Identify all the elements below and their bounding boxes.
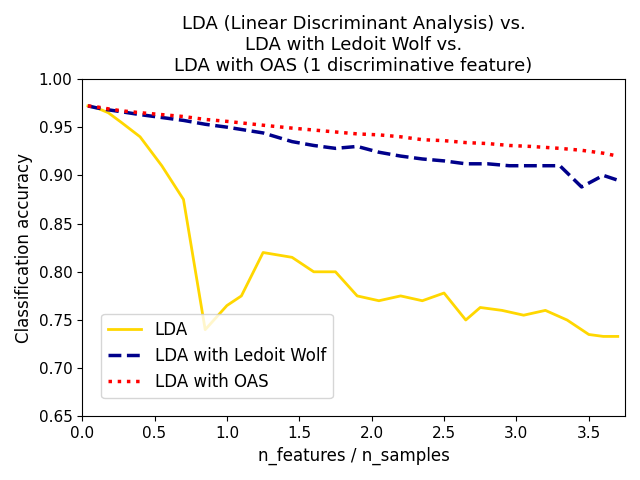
Line: LDA with Ledoit Wolf: LDA with Ledoit Wolf: [88, 106, 618, 187]
LDA: [259, 250, 267, 255]
LDA with OAS: [202, 117, 209, 122]
LDA with OAS: [462, 140, 470, 145]
LDA: [93, 105, 100, 111]
LDA: [117, 120, 125, 125]
LDA with OAS: [104, 106, 112, 112]
LDA: [614, 334, 621, 339]
LDA: [84, 103, 92, 109]
LDA: [353, 293, 361, 299]
LDA with OAS: [332, 129, 339, 135]
LDA with OAS: [288, 125, 296, 131]
LDA: [541, 308, 549, 313]
LDA with Ledoit Wolf: [223, 124, 231, 130]
LDA: [563, 317, 571, 323]
LDA: [332, 269, 339, 275]
LDA: [440, 290, 448, 296]
LDA with OAS: [310, 127, 317, 133]
LDA: [520, 312, 527, 318]
LDA with OAS: [84, 103, 92, 109]
Legend: LDA, LDA with Ledoit Wolf, LDA with OAS: LDA, LDA with Ledoit Wolf, LDA with OAS: [101, 314, 333, 398]
LDA with Ledoit Wolf: [84, 103, 92, 109]
Line: LDA with OAS: LDA with OAS: [88, 106, 618, 156]
LDA: [462, 317, 470, 323]
LDA with OAS: [484, 141, 492, 146]
LDA with OAS: [419, 137, 426, 143]
LDA: [375, 298, 383, 304]
LDA with Ledoit Wolf: [527, 163, 535, 168]
LDA with OAS: [353, 131, 361, 137]
LDA with Ledoit Wolf: [419, 156, 426, 162]
LDA with OAS: [556, 145, 564, 151]
LDA with Ledoit Wolf: [484, 161, 492, 167]
LDA with Ledoit Wolf: [93, 105, 100, 111]
LDA: [419, 298, 426, 304]
LDA: [397, 293, 404, 299]
LDA with Ledoit Wolf: [332, 145, 339, 151]
LDA with OAS: [440, 138, 448, 144]
Title: LDA (Linear Discriminant Analysis) vs.
LDA with Ledoit Wolf vs.
LDA with OAS (1 : LDA (Linear Discriminant Analysis) vs. L…: [175, 15, 532, 74]
LDA with Ledoit Wolf: [440, 158, 448, 164]
LDA with OAS: [117, 108, 125, 114]
LDA with Ledoit Wolf: [375, 149, 383, 155]
LDA with OAS: [158, 112, 166, 118]
LDA with Ledoit Wolf: [578, 184, 586, 190]
Line: LDA: LDA: [88, 106, 618, 336]
LDA: [310, 269, 317, 275]
LDA with OAS: [527, 144, 535, 149]
LDA with Ledoit Wolf: [310, 143, 317, 148]
LDA with Ledoit Wolf: [104, 107, 112, 113]
LDA: [223, 303, 231, 309]
LDA: [158, 163, 166, 168]
LDA with Ledoit Wolf: [397, 153, 404, 159]
LDA with Ledoit Wolf: [353, 144, 361, 149]
LDA with OAS: [614, 153, 621, 159]
LDA with Ledoit Wolf: [600, 172, 607, 178]
LDA with Ledoit Wolf: [462, 161, 470, 167]
LDA: [104, 110, 112, 116]
LDA with OAS: [223, 119, 231, 124]
LDA with Ledoit Wolf: [117, 109, 125, 115]
LDA with OAS: [600, 150, 607, 156]
LDA with OAS: [93, 104, 100, 110]
LDA with Ledoit Wolf: [158, 115, 166, 120]
LDA with Ledoit Wolf: [556, 163, 564, 168]
LDA with Ledoit Wolf: [288, 139, 296, 144]
LDA: [202, 327, 209, 333]
LDA with Ledoit Wolf: [614, 177, 621, 183]
LDA with OAS: [259, 122, 267, 128]
LDA: [180, 197, 188, 203]
LDA: [476, 305, 484, 311]
LDA: [498, 308, 506, 313]
LDA with OAS: [136, 110, 144, 116]
LDA with Ledoit Wolf: [506, 163, 513, 168]
LDA with Ledoit Wolf: [136, 112, 144, 118]
LDA: [288, 254, 296, 260]
LDA with OAS: [578, 147, 586, 153]
LDA: [585, 332, 593, 337]
LDA with Ledoit Wolf: [202, 121, 209, 127]
X-axis label: n_features / n_samples: n_features / n_samples: [258, 447, 449, 465]
LDA: [600, 334, 607, 339]
LDA with OAS: [375, 132, 383, 138]
LDA with OAS: [506, 143, 513, 148]
LDA with Ledoit Wolf: [180, 118, 188, 123]
LDA with OAS: [180, 114, 188, 120]
Y-axis label: Classification accuracy: Classification accuracy: [15, 153, 33, 343]
LDA: [136, 134, 144, 140]
LDA with Ledoit Wolf: [259, 130, 267, 136]
LDA with OAS: [397, 134, 404, 140]
LDA: [237, 293, 245, 299]
